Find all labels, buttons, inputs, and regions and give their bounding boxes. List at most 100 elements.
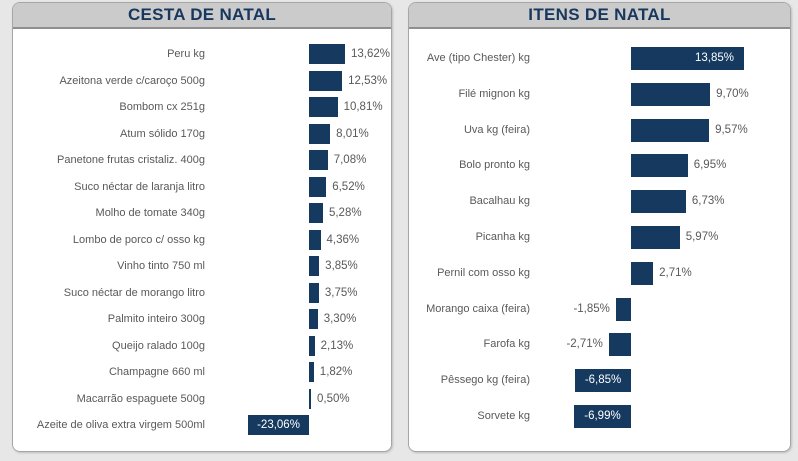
category-label: Sorvete kg (477, 410, 530, 422)
value-label: 8,01% (336, 127, 369, 140)
bar (575, 369, 631, 393)
itens-de-natal-chart: Ave (tipo Chester) kg 13,85% Filé mignon k… (409, 29, 790, 450)
value-label: 5,97% (685, 231, 719, 243)
category-label: Morango caixa (feira) (426, 302, 530, 315)
category-label: Azeitona verde c/caroço 500g (59, 74, 205, 87)
bar (631, 261, 654, 285)
category-label: Suco néctar de morango litro (63, 286, 205, 299)
value-label: 2,71% (659, 266, 692, 279)
chart-row: Palmito inteiro 300g 3,30% (13, 309, 391, 329)
chart-row: Pernil com osso kg 2,71% (409, 261, 790, 285)
value-label: 7,08% (333, 154, 367, 166)
chart-row: Azeite de oliva extra virgem 500ml -23,06… (13, 415, 391, 435)
category-label: Vinho tinto 750 ml (117, 260, 205, 272)
bar (631, 226, 680, 249)
itens-de-natal-header: ITENS DE NATAL (409, 3, 790, 29)
value-label: 3,75% (324, 286, 358, 299)
chart-row: Bombom cx 251g 10,81% (13, 97, 391, 117)
chart-row: Bolo pronto kg 6,95% (409, 154, 790, 178)
value-label: -23,06% (257, 419, 300, 431)
value-label: 3,85% (325, 260, 358, 272)
chart-row: Macarrão espaguete 500g 0,50% (13, 388, 391, 409)
bar (309, 388, 311, 409)
bar (631, 82, 711, 106)
category-label: Pêssego kg (feira) (440, 374, 530, 387)
bar (309, 203, 323, 223)
bar (309, 256, 320, 276)
bar (309, 70, 343, 91)
value-label: 5,28% (328, 207, 362, 219)
category-label: Suco néctar de laranja litro (74, 180, 205, 193)
value-label: -6,99% (584, 410, 621, 422)
chart-row: Uva kg (feira) 9,57% (409, 118, 790, 142)
value-label: 3,30% (323, 313, 357, 325)
value-label: 4,36% (326, 233, 360, 246)
value-label: -1,85% (573, 302, 610, 315)
chart-row: Picanha kg 5,97% (409, 226, 790, 249)
value-label: 6,95% (693, 159, 727, 172)
chart-row: Bacalhau kg 6,73% (409, 190, 790, 214)
value-label: 10,81% (343, 101, 383, 113)
category-label: Bombom cx 251g (119, 101, 205, 113)
chart-row: Lombo de porco c/ osso kg 4,36% (13, 229, 391, 250)
chart-row: Panetone frutas cristaliz. 400g 7,08% (13, 150, 391, 170)
value-label: 13,85% (695, 52, 735, 64)
bar (309, 229, 321, 250)
value-label: 9,57% (715, 123, 748, 136)
bar (309, 282, 319, 303)
category-label: Azeite de oliva extra virgem 500ml (36, 419, 205, 431)
chart-row: Farofa kg -2,71% (409, 333, 790, 357)
category-label: Macarrão espaguete 500g (76, 392, 205, 405)
value-label: 2,13% (320, 339, 354, 352)
cesta-de-natal-title: CESTA DE NATAL (127, 5, 277, 24)
bar (309, 150, 328, 170)
value-label: -6,85% (584, 374, 622, 387)
itens-de-natal-panel: ITENS DE NATAL Ave (tipo Chester) kg 13,8… (408, 2, 791, 452)
bar (248, 415, 309, 435)
chart-row: Morango caixa (feira) -1,85% (409, 297, 790, 321)
chart-row: Ave (tipo Chester) kg 13,85% (409, 47, 790, 70)
value-label: 1,82% (319, 366, 353, 378)
category-label: Picanha kg (475, 231, 530, 243)
chart-row: Atum sólido 170g 8,01% (13, 123, 391, 144)
cesta-de-natal-chart: Peru kg 13,62% Azeitona verde c/caroço 500… (13, 29, 391, 450)
category-label: Panetone frutas cristaliz. 400g (57, 154, 205, 166)
bar (631, 47, 745, 70)
category-label: Peru kg (167, 48, 205, 60)
category-label: Bolo pronto kg (459, 159, 530, 172)
chart-row: Queijo ralado 100g 2,13% (13, 335, 391, 356)
bar (631, 118, 710, 142)
bar (608, 333, 631, 357)
bar (309, 44, 345, 64)
chart-row: Filé mignon kg 9,70% (409, 82, 790, 106)
category-label: Uva kg (feira) (463, 123, 530, 136)
category-label: Molho de tomate 340g (95, 207, 205, 219)
chart-row: Molho de tomate 340g 5,28% (13, 203, 391, 223)
category-label: Atum sólido 170g (120, 127, 205, 140)
bar (309, 176, 327, 197)
bar (573, 405, 631, 428)
bar (309, 335, 315, 356)
value-label: 12,53% (348, 74, 388, 87)
bar (631, 190, 686, 214)
bar (309, 362, 314, 382)
cesta-de-natal-panel: CESTA DE NATAL Peru kg 13,62% Azeitona ver… (12, 2, 392, 452)
bar (615, 297, 631, 321)
chart-row: Azeitona verde c/caroço 500g 12,53% (13, 70, 391, 91)
chart-row: Peru kg 13,62% (13, 44, 391, 64)
category-label: Champagne 660 ml (108, 366, 205, 378)
cesta-de-natal-header: CESTA DE NATAL (13, 3, 391, 29)
category-label: Bacalhau kg (469, 195, 530, 208)
bar (309, 123, 331, 144)
bar (309, 309, 318, 329)
value-label: 13,62% (350, 48, 390, 60)
chart-row: Sorvete kg -6,99% (409, 405, 790, 428)
category-label: Filé mignon kg (458, 87, 530, 100)
value-label: 0,50% (317, 392, 350, 405)
category-label: Palmito inteiro 300g (107, 313, 205, 325)
chart-row: Suco néctar de laranja litro 6,52% (13, 176, 391, 197)
chart-row: Pêssego kg (feira) -6,85% (409, 369, 790, 393)
category-label: Lombo de porco c/ osso kg (72, 233, 205, 246)
chart-row: Champagne 660 ml 1,82% (13, 362, 391, 382)
